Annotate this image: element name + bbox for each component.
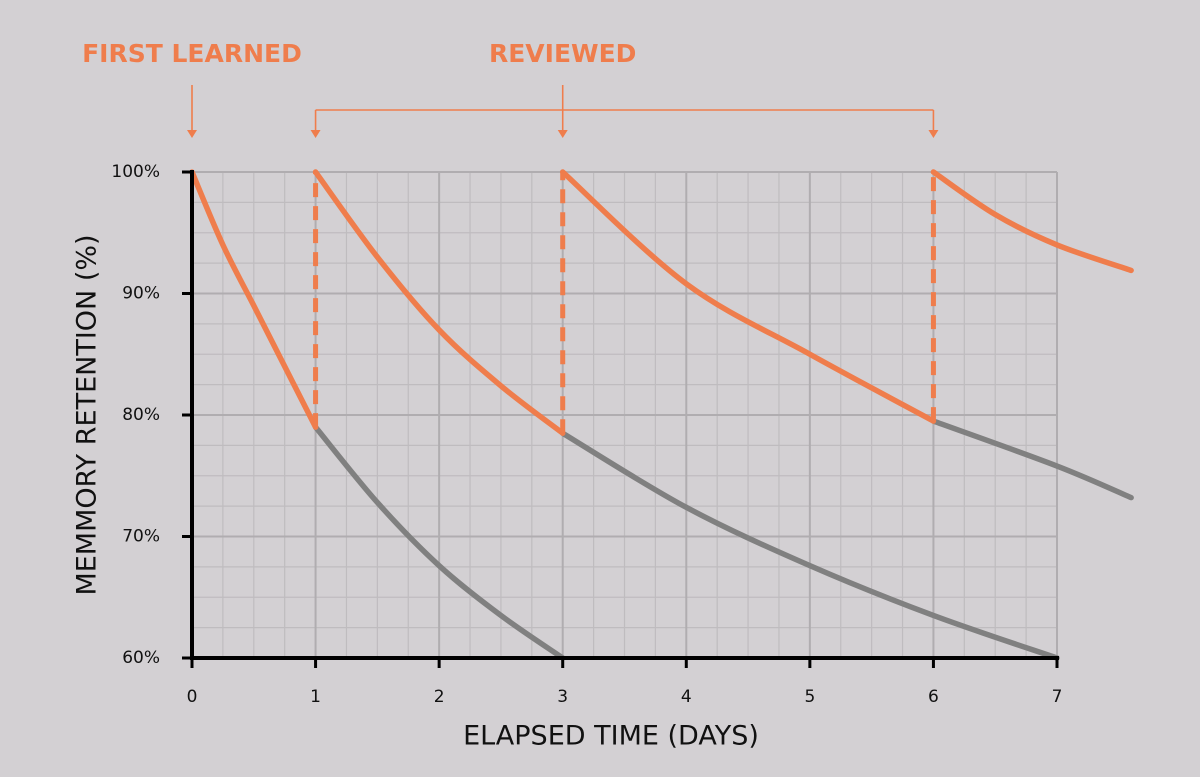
x-tick-label: 3	[557, 687, 568, 707]
arrow-head	[187, 130, 197, 138]
x-tick-label: 6	[928, 687, 939, 707]
x-axis-title: ELAPSED TIME (DAYS)	[463, 721, 759, 752]
y-tick-label: 60%	[122, 648, 160, 668]
arrow-head	[928, 130, 939, 138]
x-tick-label: 0	[187, 687, 198, 707]
y-tick-label: 70%	[122, 527, 160, 547]
retention-curve	[559, 169, 937, 424]
y-tick-label: 90%	[122, 284, 160, 304]
retention-curve	[189, 169, 319, 430]
y-tick-label: 100%	[111, 162, 160, 182]
x-tick-label: 1	[310, 687, 321, 707]
x-tick-label: 2	[434, 687, 445, 707]
annotation-label: FIRST LEARNED	[82, 39, 302, 68]
retention-curve	[930, 418, 1134, 501]
retention-curve	[930, 169, 1134, 274]
plot	[189, 169, 1134, 661]
x-tick-label: 4	[681, 687, 692, 707]
x-tick-label: 5	[804, 687, 815, 707]
retention-curve	[559, 430, 1060, 661]
y-tick-label: 80%	[122, 405, 160, 425]
retention-curve	[312, 169, 566, 436]
retention-curve	[312, 424, 566, 661]
annotation-label: REVIEWED	[489, 39, 636, 68]
axes: 0 1 2 3 4 5 6 7 60% 70% 80% 90% 100% FIRST LEARNED REV…	[82, 39, 1062, 707]
x-tick-label: 7	[1052, 687, 1063, 707]
y-axis-title: MEMMORY RETENTION (%)	[72, 234, 103, 595]
arrow-head	[557, 130, 568, 138]
arrow-head	[310, 130, 321, 138]
